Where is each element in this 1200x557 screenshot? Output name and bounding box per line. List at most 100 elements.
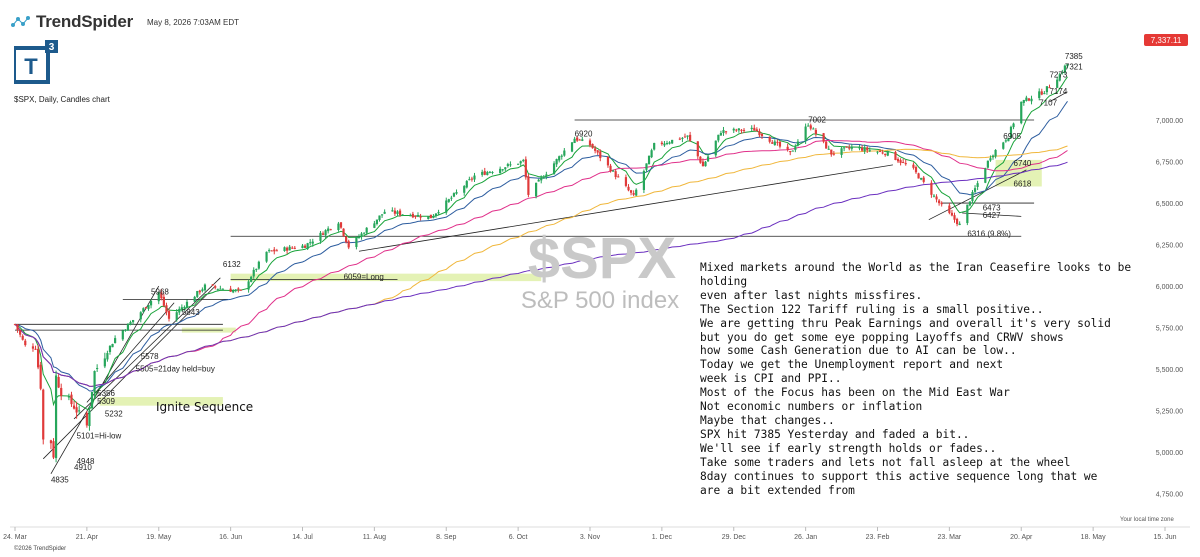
candle-body xyxy=(67,396,71,398)
price-label: 4910 xyxy=(74,463,92,472)
candle-body xyxy=(717,134,720,141)
candle-body xyxy=(812,128,815,130)
candle-body xyxy=(329,229,332,231)
candle-body xyxy=(93,371,96,393)
candle-body xyxy=(930,182,933,195)
candle-body xyxy=(599,151,602,159)
y-tick-label: 5,000.00 xyxy=(1156,450,1183,457)
candle-body xyxy=(285,247,289,251)
candle-body xyxy=(393,210,397,214)
commentary-text: Mixed markets around the World as the Ir… xyxy=(700,261,1140,497)
price-label: 6473 xyxy=(983,204,1001,213)
candle-body xyxy=(552,163,556,175)
candle-body xyxy=(196,291,199,297)
candle-body xyxy=(732,128,735,131)
candle-body xyxy=(309,242,312,244)
trend-line xyxy=(962,212,1022,217)
candle-body xyxy=(306,243,309,250)
candle-body xyxy=(860,147,864,151)
price-label: 7174 xyxy=(1049,87,1067,96)
candle-body xyxy=(991,155,995,158)
candle-body xyxy=(234,289,237,291)
price-label: 7385 xyxy=(1065,52,1083,61)
candle-body xyxy=(704,161,707,167)
candle-body xyxy=(198,290,201,293)
candle-body xyxy=(342,228,345,236)
ignite-sequence-label: Ignite Sequence xyxy=(156,400,253,414)
candle-body xyxy=(355,237,358,247)
t3-logo: 3 T xyxy=(14,40,58,84)
candle-body xyxy=(534,182,538,197)
candle-body xyxy=(938,200,941,204)
candle-body xyxy=(452,193,456,197)
y-tick-label: 7,000.00 xyxy=(1156,118,1183,125)
candle-body xyxy=(327,228,330,232)
candle-body xyxy=(563,150,566,156)
candle-body xyxy=(167,310,171,319)
candle-body xyxy=(940,202,943,205)
candle-body xyxy=(429,214,432,219)
candle-body xyxy=(273,249,276,252)
candle-body xyxy=(973,188,977,192)
candle-body xyxy=(416,214,420,217)
candle-body xyxy=(1040,91,1043,95)
candle-body xyxy=(830,149,833,155)
candle-body xyxy=(522,160,525,162)
candle-body xyxy=(786,146,789,150)
candle-body xyxy=(178,308,181,313)
price-label: 6316 (9.8%) xyxy=(967,230,1011,239)
candle-body xyxy=(265,251,268,262)
price-label: 5232 xyxy=(105,410,123,419)
candle-body xyxy=(427,216,430,220)
commentary-line: even after last nights missfires. xyxy=(700,288,923,302)
candle-body xyxy=(632,193,635,195)
candle-body xyxy=(291,247,294,249)
commentary-line: We are getting thru Peak Earnings and ov… xyxy=(700,316,1111,330)
x-tick-label: 8. Sep xyxy=(436,534,456,541)
price-label: 5505=21day held=buy xyxy=(136,364,215,373)
candle-body xyxy=(627,186,630,191)
candle-body xyxy=(293,247,296,249)
candle-body xyxy=(678,138,681,140)
candle-body xyxy=(914,167,918,173)
candle-body xyxy=(275,250,278,252)
candle-body xyxy=(966,204,969,224)
price-label: 6905 xyxy=(1003,132,1021,141)
candle-body xyxy=(953,215,956,220)
candle-body xyxy=(78,410,81,412)
candle-body xyxy=(445,200,448,213)
x-tick-label: 19. May xyxy=(146,534,171,541)
candle-body xyxy=(383,211,386,214)
candle-body xyxy=(629,190,633,193)
candle-body xyxy=(814,129,817,135)
candle-body xyxy=(337,223,340,231)
candle-body xyxy=(324,230,327,236)
candle-body xyxy=(216,288,219,290)
candle-body xyxy=(971,192,974,202)
candle-body xyxy=(247,281,250,290)
candle-body xyxy=(540,177,543,181)
commentary-line: Not economic numbers or inflation xyxy=(700,400,923,414)
candle-body xyxy=(863,147,866,152)
candle-body xyxy=(719,133,723,136)
candle-body xyxy=(255,268,258,270)
candle-body xyxy=(524,159,527,178)
candle-body xyxy=(578,139,581,141)
copyright: ©2026 TrendSpider xyxy=(14,546,67,552)
candle-body xyxy=(722,130,725,134)
candle-body xyxy=(21,335,24,340)
candle-body xyxy=(34,348,37,350)
price-label: 4948 xyxy=(77,457,95,466)
candle-body xyxy=(976,183,979,187)
watermark-name: S&P 500 index xyxy=(521,287,679,314)
candle-body xyxy=(398,210,402,215)
candle-body xyxy=(1009,126,1013,139)
price-label: 5356 xyxy=(97,389,115,398)
candle-body xyxy=(401,214,404,216)
candle-body xyxy=(807,125,810,127)
candle-body xyxy=(876,151,879,153)
candle-body xyxy=(211,284,214,286)
candle-body xyxy=(984,168,987,183)
sma200-line xyxy=(14,161,1068,387)
